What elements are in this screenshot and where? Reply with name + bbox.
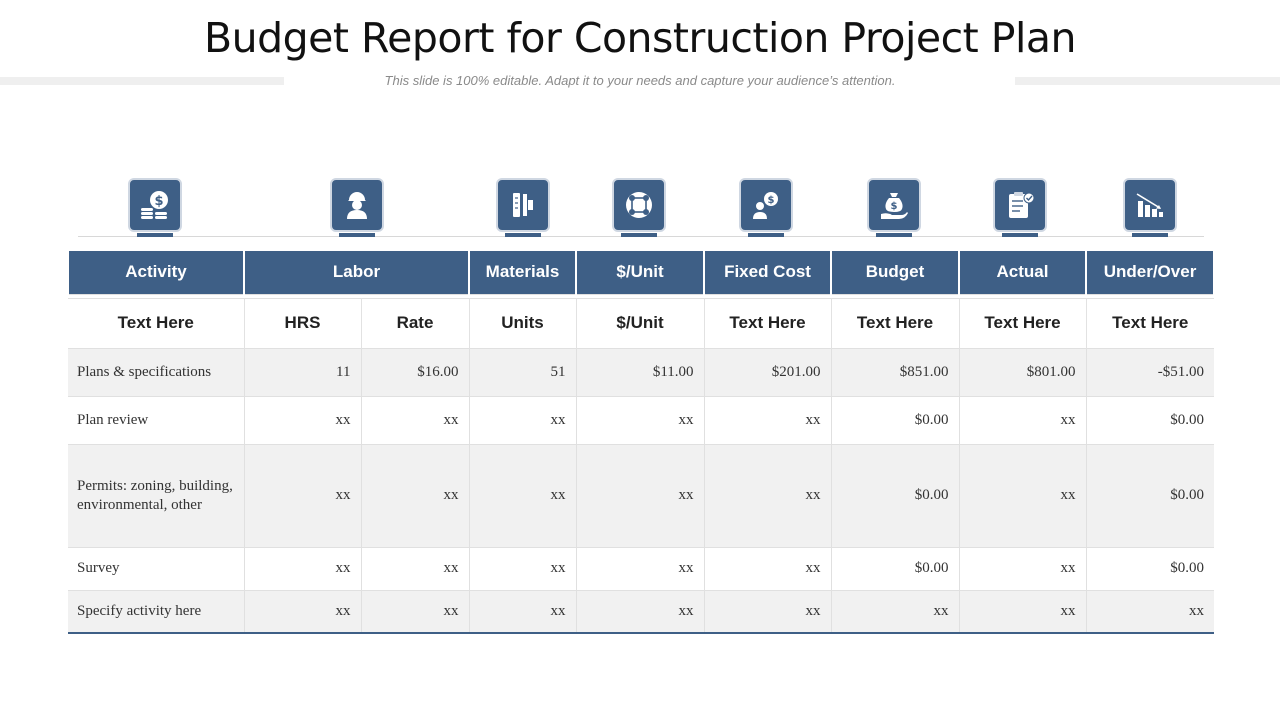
table-row: Permits: zoning, building, environmental… [68, 443, 1215, 547]
table-cell: xx [361, 589, 470, 634]
svg-text:$: $ [154, 194, 163, 209]
table-cell: xx [576, 395, 705, 444]
icon-tick-2 [339, 233, 375, 237]
subheader-cell: Rate [361, 297, 470, 348]
header-budget: Budget [830, 251, 961, 294]
table-cell: xx [469, 589, 577, 634]
subheader-cell: $/Unit [576, 297, 705, 348]
table-cell: $11.00 [576, 347, 705, 396]
table-cell: xx [244, 443, 362, 547]
table-cell: $0.00 [1086, 395, 1215, 444]
page-title: Budget Report for Construction Project P… [204, 14, 1076, 62]
activity-cell: Plans & specifications [68, 347, 245, 396]
table-cell: xx [959, 443, 1087, 547]
subheader-cell: Text Here [959, 297, 1087, 348]
table-cell: $0.00 [831, 443, 960, 547]
table-cell: $0.00 [1086, 546, 1215, 590]
svg-text:$: $ [768, 195, 775, 206]
table-cell: xx [959, 589, 1087, 634]
icon-tick-5 [748, 233, 784, 237]
subheader-cell: Text Here [831, 297, 960, 348]
table-cell: $16.00 [361, 347, 470, 396]
subheader-cell: HRS [244, 297, 362, 348]
table-cell: xx [576, 546, 705, 590]
icon-tick-7 [1002, 233, 1038, 237]
table-cell: 51 [469, 347, 577, 396]
icon-tick-1 [137, 233, 173, 237]
table-header-row: Activity Labor Materials $/Unit Fixed Co… [67, 251, 1216, 294]
table-cell: xx [704, 443, 832, 547]
subheader-cell: Text Here [68, 297, 245, 348]
table-cell: $851.00 [831, 347, 960, 396]
decorative-bar-left [0, 77, 284, 85]
icon-tick-4 [621, 233, 657, 237]
table-cell: xx [361, 395, 470, 444]
table-cell: xx [244, 395, 362, 444]
table-cell: xx [361, 546, 470, 590]
header-labor: Labor [242, 251, 471, 294]
svg-text:$: $ [891, 201, 898, 212]
decorative-bar-right [1015, 77, 1280, 85]
table-cell: xx [704, 546, 832, 590]
subheader-row: Text Here HRS Rate Units $/Unit Text Her… [68, 297, 1215, 348]
worker-icon [330, 178, 384, 232]
table-cell: xx [244, 589, 362, 634]
ruler-tools-icon [496, 178, 550, 232]
icon-tick-6 [876, 233, 912, 237]
table-cell: -$51.00 [1086, 347, 1215, 396]
network-nodes-icon [612, 178, 666, 232]
page-subtitle: This slide is 100% editable. Adapt it to… [384, 73, 896, 88]
table-row: Survey xx xx xx xx xx $0.00 xx $0.00 [68, 546, 1215, 590]
activity-cell: Permits: zoning, building, environmental… [68, 443, 245, 547]
table-cell: $0.00 [1086, 443, 1215, 547]
table-cell: xx [361, 443, 470, 547]
table-cell: xx [831, 589, 960, 634]
table-cell: xx [959, 395, 1087, 444]
table-cell: xx [704, 395, 832, 444]
activity-cell: Plan review [68, 395, 245, 444]
money-bag-hand-icon: $ [867, 178, 921, 232]
table-cell: xx [704, 589, 832, 634]
declining-bar-chart-icon [1123, 178, 1177, 232]
table-cell: xx [576, 589, 705, 634]
table-cell: $0.00 [831, 546, 960, 590]
money-coins-icon: $ [128, 178, 182, 232]
table-cell: xx [576, 443, 705, 547]
table-cell: $801.00 [959, 347, 1087, 396]
table-cell: xx [959, 546, 1087, 590]
table-cell: xx [469, 395, 577, 444]
subheader-cell: Text Here [704, 297, 832, 348]
header-activity: Activity [67, 251, 245, 294]
icon-tick-3 [505, 233, 541, 237]
header-under-over: Under/Over [1085, 251, 1216, 294]
activity-cell: Specify activity here [68, 589, 245, 634]
table-row: Plan review xx xx xx xx xx $0.00 xx $0.0… [68, 395, 1215, 444]
table-cell: $201.00 [704, 347, 832, 396]
header-fixed-cost: Fixed Cost [703, 251, 833, 294]
subheader-cell: Units [469, 297, 577, 348]
table-cell: $0.00 [831, 395, 960, 444]
fixed-cost-person-icon: $ [739, 178, 793, 232]
table-row: Plans & specifications 11 $16.00 51 $11.… [68, 347, 1215, 396]
activity-cell: Survey [68, 546, 245, 590]
header-actual: Actual [958, 251, 1088, 294]
header-unit-cost: $/Unit [575, 251, 706, 294]
table-cell: xx [1086, 589, 1215, 634]
budget-table: Activity Labor Materials $/Unit Fixed Co… [67, 251, 1216, 634]
subheader-cell: Text Here [1086, 297, 1215, 348]
table-row: Specify activity here xx xx xx xx xx xx … [68, 589, 1215, 634]
table-cell: xx [244, 546, 362, 590]
table-cell: 11 [244, 347, 362, 396]
table-cell: xx [469, 443, 577, 547]
header-materials: Materials [468, 251, 578, 294]
icon-tick-8 [1132, 233, 1168, 237]
table-cell: xx [469, 546, 577, 590]
clipboard-checklist-icon [993, 178, 1047, 232]
